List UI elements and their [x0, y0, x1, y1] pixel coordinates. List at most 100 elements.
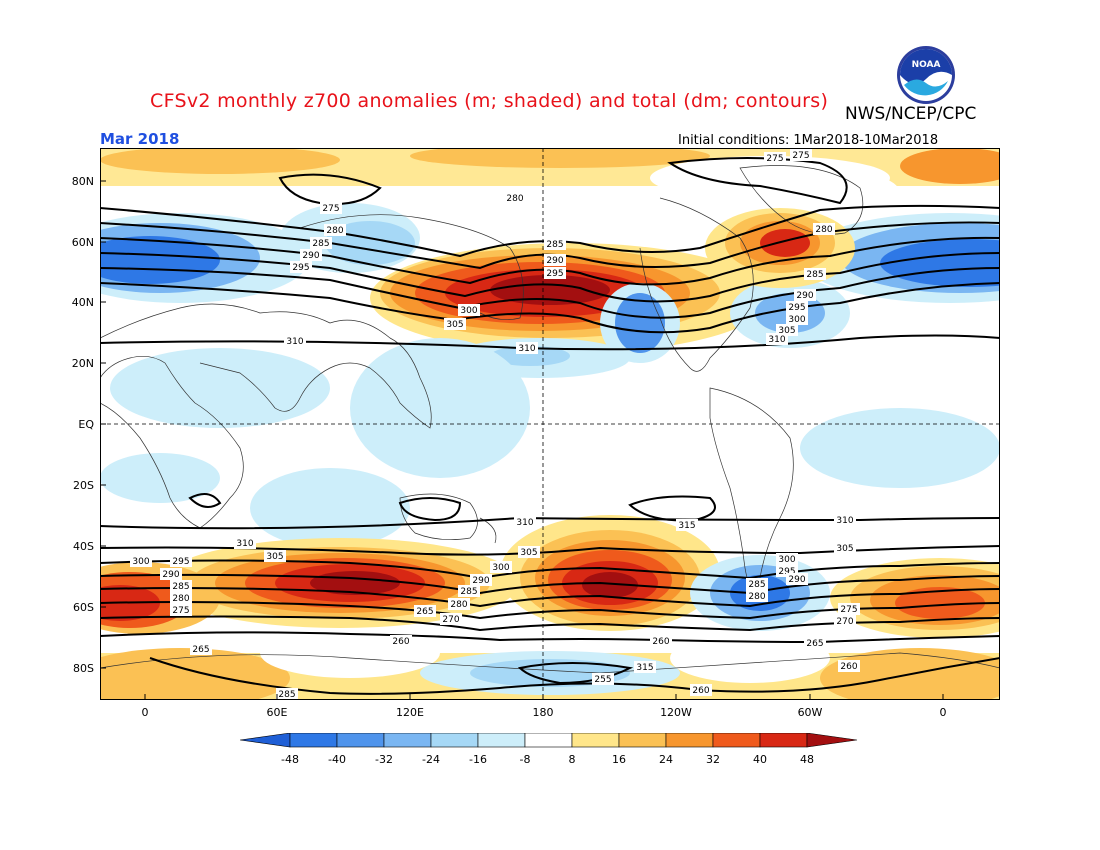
- svg-text:315: 315: [678, 521, 695, 531]
- contour-label: 300: [130, 555, 152, 567]
- contour-label: 295: [786, 301, 808, 313]
- svg-text:310: 310: [836, 516, 853, 526]
- svg-text:285: 285: [806, 270, 823, 280]
- svg-text:280: 280: [172, 594, 189, 604]
- colorbar-tick-label: -24: [422, 753, 440, 766]
- contour-label: 280: [504, 192, 526, 204]
- colorbar-tick-label: -40: [328, 753, 346, 766]
- contour-label: 260: [390, 635, 412, 647]
- contour-label: 265: [190, 643, 212, 655]
- noaa-logo: NOAA: [897, 46, 955, 104]
- svg-text:290: 290: [302, 251, 319, 261]
- contour-label: 275: [790, 149, 812, 161]
- lon-label-180: 180: [532, 706, 554, 719]
- svg-text:275: 275: [172, 606, 189, 616]
- svg-text:295: 295: [778, 567, 795, 577]
- svg-text:285: 285: [748, 580, 765, 590]
- lat-label-20n: 20N: [71, 357, 94, 370]
- colorbar-segment: [806, 733, 858, 748]
- organization-label: NWS/NCEP/CPC: [845, 104, 977, 124]
- svg-text:280: 280: [326, 226, 343, 236]
- svg-text:300: 300: [132, 557, 149, 567]
- contour-label-group: 275 280 285 290 295 300: [130, 149, 860, 700]
- svg-text:310: 310: [236, 539, 253, 549]
- lon-label-120w: 120W: [660, 706, 692, 719]
- contour-label: 290: [786, 573, 808, 585]
- contour-label: 285: [458, 585, 480, 597]
- contour-label: 280: [746, 590, 768, 602]
- logo-text: NOAA: [912, 60, 941, 70]
- lat-label-80s: 80S: [73, 662, 94, 675]
- svg-text:305: 305: [778, 326, 795, 336]
- svg-text:290: 290: [788, 575, 805, 585]
- contour-label: 300: [458, 304, 480, 316]
- svg-text:265: 265: [806, 639, 823, 649]
- svg-text:275: 275: [840, 605, 857, 615]
- contour-label: 285: [276, 688, 298, 700]
- lon-label-120e: 120E: [396, 706, 424, 719]
- contour-label: 310: [834, 514, 856, 526]
- init-label: Initial conditions:: [678, 133, 790, 148]
- contour-label: 290: [160, 568, 182, 580]
- lat-label-60s: 60S: [73, 601, 94, 614]
- svg-text:300: 300: [492, 563, 509, 573]
- contour-label: 270: [440, 613, 462, 625]
- height-contours: [100, 157, 1000, 695]
- contour-label: 310: [516, 342, 538, 354]
- contour-label: 280: [813, 223, 835, 235]
- contour-label: 265: [804, 637, 826, 649]
- contour-label: 285: [310, 237, 332, 249]
- colorbar-segment: [477, 733, 526, 748]
- contour-label: 300: [776, 553, 798, 565]
- contour-label: 290: [794, 289, 816, 301]
- svg-text:295: 295: [292, 263, 309, 273]
- contour-label: 285: [746, 578, 768, 590]
- svg-text:305: 305: [266, 552, 283, 562]
- svg-text:280: 280: [815, 225, 832, 235]
- lat-label-40s: 40S: [73, 540, 94, 553]
- chart-title: CFSv2 monthly z700 anomalies (m; shaded)…: [150, 90, 829, 112]
- contour-label: 275: [320, 202, 342, 214]
- contour-label: 310: [234, 537, 256, 549]
- svg-text:285: 285: [312, 239, 329, 249]
- lat-label-60n: 60N: [71, 236, 94, 249]
- lat-label-80n: 80N: [71, 175, 94, 188]
- svg-text:310: 310: [768, 335, 785, 345]
- contour-label: 305: [444, 318, 466, 330]
- colorbar-tick-label: -8: [520, 753, 531, 766]
- colorbar-segment: [618, 733, 667, 748]
- contour-label: 295: [170, 555, 192, 567]
- contour-label: 290: [300, 249, 322, 261]
- contour-label: 275: [170, 604, 192, 616]
- svg-text:260: 260: [840, 662, 857, 672]
- colorbar-tick-label: 24: [659, 753, 673, 766]
- svg-text:310: 310: [516, 518, 533, 528]
- svg-text:265: 265: [192, 645, 209, 655]
- svg-text:260: 260: [392, 637, 409, 647]
- colorbar: -48 -40 -32 -24 -16 -8 8 16 24 32 40 48: [240, 733, 858, 766]
- svg-text:300: 300: [460, 306, 477, 316]
- contour-label: 265: [414, 605, 436, 617]
- svg-text:280: 280: [506, 194, 523, 204]
- colorbar-segment: [524, 733, 573, 748]
- svg-text:310: 310: [286, 337, 303, 347]
- contour-label: 255: [592, 673, 614, 685]
- contour-label: 280: [170, 592, 192, 604]
- contour-label: 275: [764, 152, 786, 164]
- contour-label: 300: [490, 561, 512, 573]
- contour-label: 260: [650, 635, 672, 647]
- contour-label: 310: [514, 516, 536, 528]
- svg-text:270: 270: [836, 617, 853, 627]
- svg-text:290: 290: [546, 256, 563, 266]
- colorbar-segment: [336, 733, 385, 748]
- lon-label-60e: 60E: [266, 706, 288, 719]
- contour-label: 305: [518, 546, 540, 558]
- contour-label: 305: [834, 542, 856, 554]
- contour-label: 270: [834, 615, 856, 627]
- anomaly-map: 275 280 285 290 295 300: [100, 148, 1000, 700]
- svg-text:305: 305: [836, 544, 853, 554]
- colorbar-tick-label: 40: [753, 753, 767, 766]
- contour-label: 290: [470, 574, 492, 586]
- svg-text:285: 285: [278, 690, 295, 700]
- colorbar-tick-label: 48: [800, 753, 814, 766]
